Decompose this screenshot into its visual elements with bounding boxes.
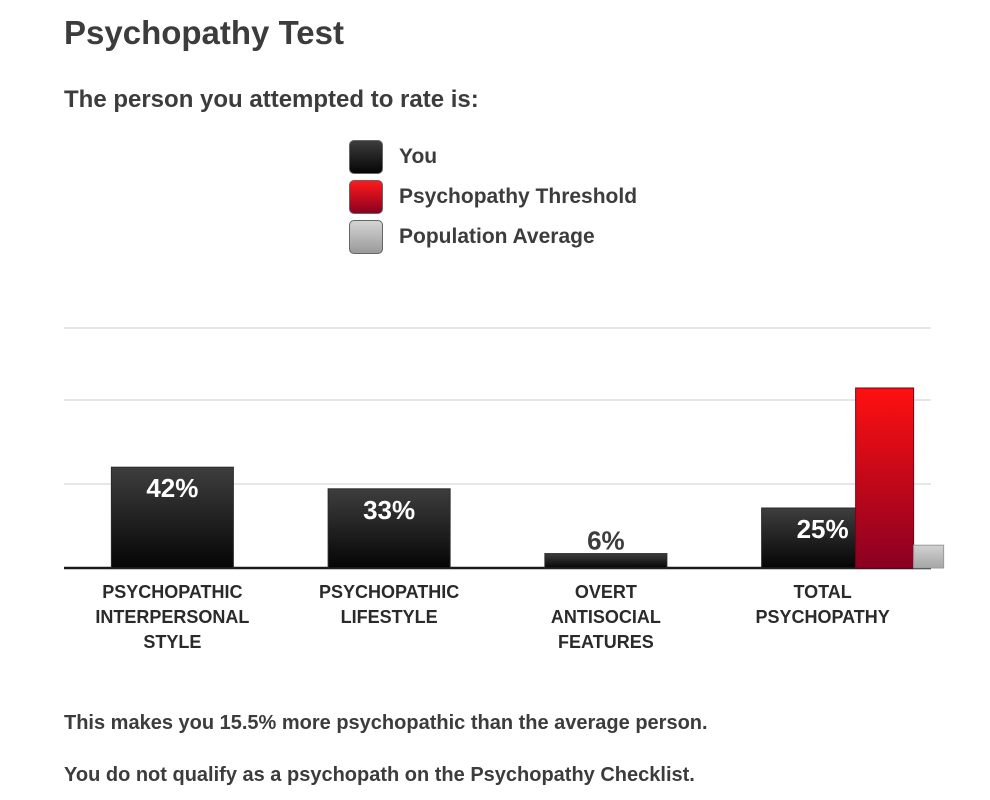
category-label: OVERT ANTISOCIAL FEATURES: [551, 582, 661, 652]
category-label: TOTAL PSYCHOPATHY: [755, 582, 889, 627]
data-label: 6%: [587, 526, 625, 556]
legend-swatch-you: [349, 140, 383, 174]
bar-threshold: [855, 387, 915, 569]
page-title: Psychopathy Test: [64, 14, 344, 51]
legend-item-you: You: [349, 139, 637, 175]
data-label: 42%: [146, 473, 198, 503]
category-label: PSYCHOPATHIC INTERPERSONAL STYLE: [95, 582, 249, 652]
bar-average: [913, 544, 945, 569]
chart-legend: You Psychopathy Threshold Population Ave…: [349, 139, 637, 259]
legend-swatch-average: [349, 220, 383, 254]
legend-swatch-threshold: [349, 180, 383, 214]
data-label: 25%: [797, 514, 849, 544]
legend-label-average: Population Average: [399, 225, 595, 248]
category-label: PSYCHOPATHIC LIFESTYLE: [319, 582, 459, 627]
legend-item-average: Population Average: [349, 219, 637, 255]
page-subtitle: The person you attempted to rate is:: [64, 86, 479, 113]
summary-comparison: This makes you 15.5% more psychopathic t…: [64, 712, 708, 734]
bar-you: [110, 466, 234, 569]
bar-chart: 42% 33% 6% 25% PSYCHOPATHIC INTERPERSONAL STY…: [64, 327, 945, 652]
legend-label-you: You: [399, 145, 438, 168]
data-label: 33%: [363, 495, 415, 525]
legend-label-threshold: Psychopathy Threshold: [399, 185, 638, 208]
legend-item-threshold: Psychopathy Threshold: [349, 179, 637, 215]
bar-you: [327, 488, 451, 569]
summary-qualification: You do not qualify as a psychopath on th…: [64, 764, 695, 786]
bar-you: [544, 553, 668, 569]
